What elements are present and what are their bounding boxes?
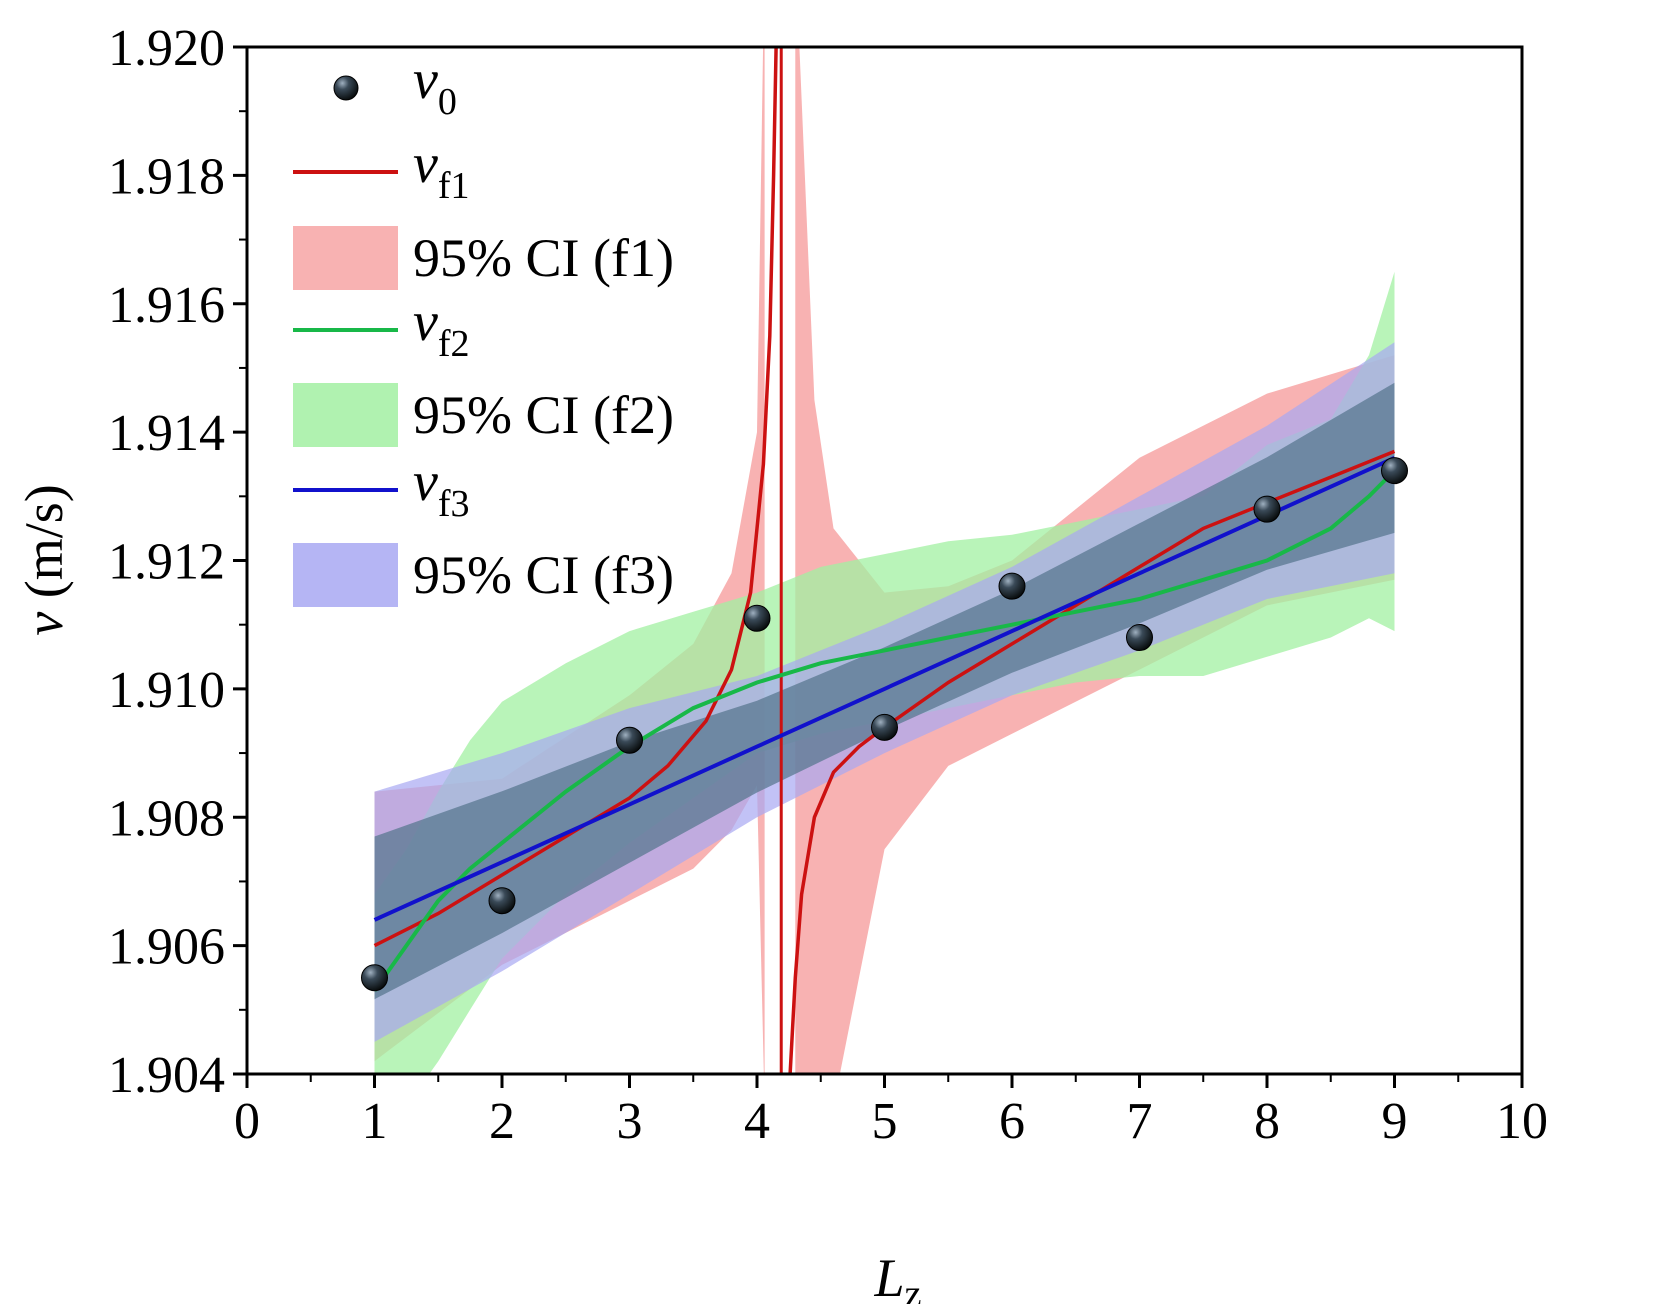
legend-swatch-ci1 (293, 226, 398, 290)
legend-swatch-ci3 (293, 543, 398, 607)
y-tick-label: 1.918 (108, 148, 225, 205)
x-tick-label: 3 (617, 1093, 643, 1150)
y-axis-title: v (m/s) (14, 484, 74, 635)
x-tick-label: 10 (1496, 1093, 1548, 1150)
vf1-line-right (788, 449, 1396, 1074)
y-tick-label: 1.910 (108, 662, 225, 719)
vf2-line (372, 469, 1396, 992)
data-point (1126, 624, 1153, 652)
legend-label-ci3: 95% CI (f3) (413, 545, 674, 605)
y-tick-label: 1.916 (108, 277, 225, 334)
y-tick-label: 1.904 (108, 1047, 225, 1104)
x-tick-label: 4 (744, 1093, 770, 1150)
data-point (1381, 457, 1408, 485)
x-tick-label: 6 (999, 1093, 1025, 1150)
x-tick-label: 0 (234, 1093, 260, 1150)
x-tick-label: 1 (362, 1093, 388, 1150)
data-point (743, 604, 771, 632)
legend-label-vf2: vf2 (413, 291, 470, 365)
legend-label-vf3: vf3 (413, 451, 470, 525)
x-axis-title: Lz (874, 1248, 922, 1304)
data-point (998, 572, 1026, 600)
legend-marker-v0 (333, 75, 359, 101)
y-tick-label: 1.920 (108, 20, 225, 77)
data-point (871, 713, 898, 741)
x-tick-label: 8 (1254, 1093, 1280, 1150)
x-tick-label: 5 (872, 1093, 898, 1150)
x-tick-label: 2 (489, 1093, 515, 1150)
data-point (1253, 495, 1281, 523)
vf3-line (373, 455, 1396, 922)
y-tick-label: 1.912 (108, 534, 225, 591)
legend-swatch-ci2 (293, 383, 398, 447)
x-tick-label: 9 (1382, 1093, 1408, 1150)
data-point (616, 726, 643, 754)
vf1-line-left (373, 47, 778, 948)
legend-label-ci1: 95% CI (f1) (413, 228, 674, 288)
legend-label-v0: v0 (413, 49, 457, 123)
y-tick-label: 1.906 (108, 919, 225, 976)
legend-label-vf1: vf1 (413, 133, 470, 207)
data-point (488, 887, 516, 915)
x-tick-label: 7 (1127, 1093, 1153, 1150)
data-point (361, 964, 388, 992)
legend: v0 vf1 95% CI (f1)vf2 95% CI (f2) vf3 95% CI … (293, 49, 674, 607)
y-tick-label: 1.914 (108, 405, 225, 462)
y-tick-label: 1.908 (108, 790, 225, 847)
legend-label-ci2: 95% CI (f2) (413, 385, 674, 445)
